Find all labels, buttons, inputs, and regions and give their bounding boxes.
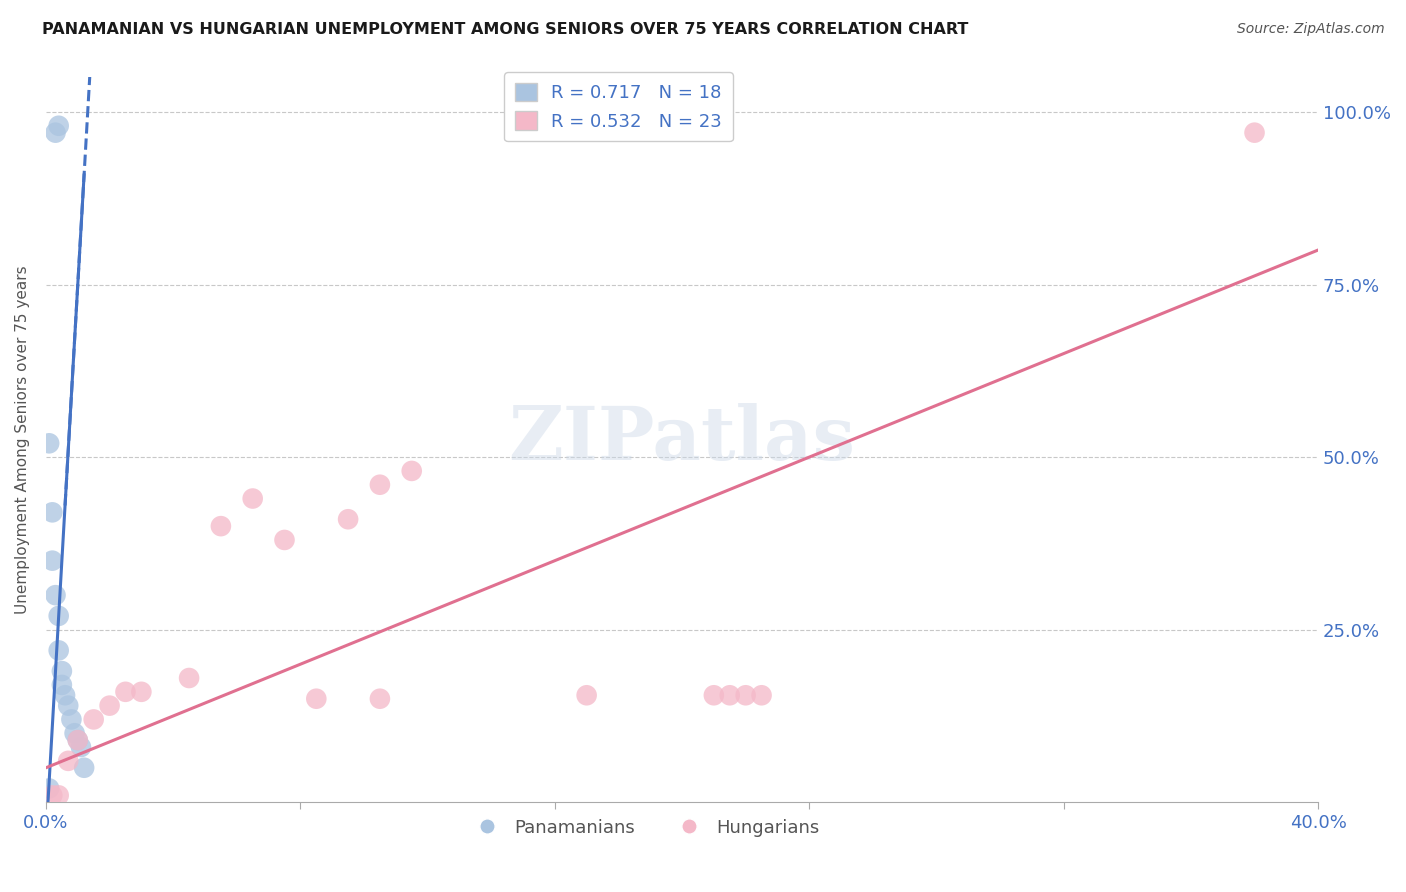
Point — [209, 519, 232, 533]
Point — [70, 739, 93, 754]
Text: PANAMANIAN VS HUNGARIAN UNEMPLOYMENT AMONG SENIORS OVER 75 YEARS CORRELATION CHA: PANAMANIAN VS HUNGARIAN UNEMPLOYMENT AMO… — [42, 22, 969, 37]
Point — [48, 608, 70, 623]
Point — [48, 643, 70, 657]
Point — [751, 688, 773, 702]
Point — [1243, 126, 1265, 140]
Point — [83, 713, 105, 727]
Point — [734, 688, 756, 702]
Point — [60, 713, 83, 727]
Y-axis label: Unemployment Among Seniors over 75 years: Unemployment Among Seniors over 75 years — [15, 266, 30, 615]
Point — [177, 671, 200, 685]
Point — [63, 726, 86, 740]
Text: ZIPatlas: ZIPatlas — [509, 403, 856, 476]
Point — [242, 491, 264, 506]
Point — [41, 554, 63, 568]
Point — [114, 685, 136, 699]
Point — [48, 119, 70, 133]
Point — [73, 761, 96, 775]
Point — [51, 664, 73, 678]
Point — [66, 733, 89, 747]
Point — [38, 781, 60, 796]
Point — [98, 698, 121, 713]
Point — [44, 588, 66, 602]
Legend: Panamanians, Hungarians: Panamanians, Hungarians — [461, 812, 827, 844]
Point — [305, 691, 328, 706]
Point — [131, 685, 153, 699]
Point — [48, 789, 70, 803]
Point — [703, 688, 725, 702]
Point — [337, 512, 360, 526]
Point — [575, 688, 598, 702]
Point — [44, 126, 66, 140]
Point — [51, 678, 73, 692]
Point — [273, 533, 295, 547]
Point — [58, 698, 80, 713]
Point — [41, 789, 63, 803]
Point — [66, 733, 89, 747]
Point — [38, 436, 60, 450]
Text: Source: ZipAtlas.com: Source: ZipAtlas.com — [1237, 22, 1385, 37]
Point — [58, 754, 80, 768]
Point — [368, 477, 391, 491]
Point — [41, 505, 63, 519]
Point — [368, 691, 391, 706]
Point — [718, 688, 741, 702]
Point — [53, 688, 76, 702]
Point — [401, 464, 423, 478]
